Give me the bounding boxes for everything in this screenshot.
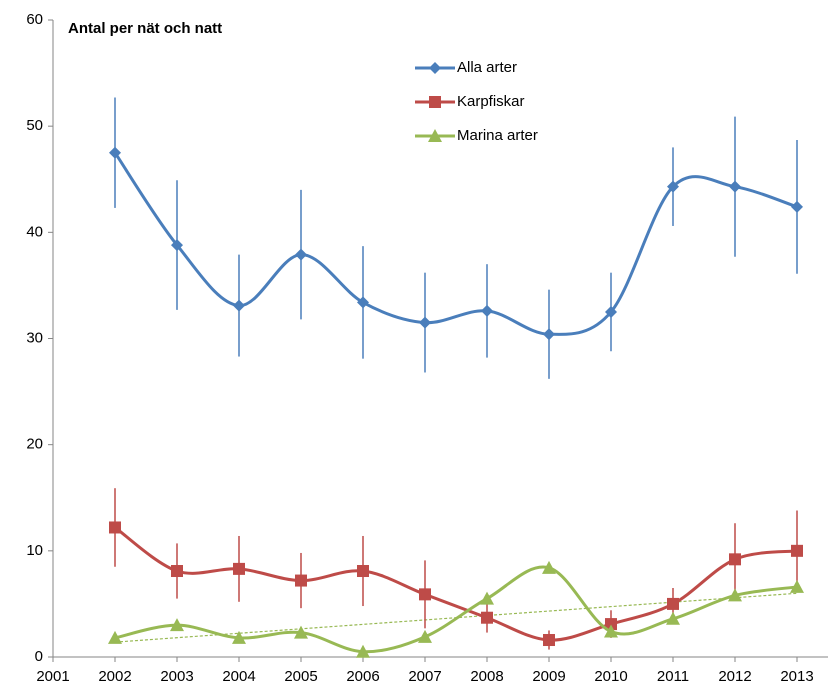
- legend-marker: [428, 129, 442, 142]
- data-point: [171, 239, 183, 252]
- x-tick-label: 2012: [718, 668, 751, 685]
- data-point: [481, 304, 493, 317]
- y-tick-label: 40: [26, 223, 43, 240]
- x-tick-label: 2009: [532, 668, 565, 685]
- y-tick-label: 0: [35, 648, 43, 665]
- data-point: [481, 611, 493, 624]
- data-point: [171, 565, 183, 578]
- x-tick-label: 2008: [470, 668, 503, 685]
- data-point: [295, 574, 307, 587]
- series-line: [114, 565, 798, 654]
- legend-label: Marina arter: [457, 127, 538, 144]
- x-tick-label: 2013: [780, 668, 813, 685]
- data-point: [170, 618, 184, 632]
- data-point: [295, 248, 307, 261]
- data-point: [605, 305, 617, 318]
- x-tick-label: 2001: [36, 668, 69, 685]
- y-tick-label: 20: [26, 436, 43, 453]
- x-tick-label: 2002: [98, 668, 131, 685]
- data-point: [667, 180, 679, 193]
- data-point: [729, 553, 741, 566]
- x-tick-label: 2010: [594, 668, 627, 685]
- x-tick-label: 2007: [408, 668, 441, 685]
- data-point: [357, 565, 369, 578]
- y-axis-label: Antal per nät och natt: [68, 20, 223, 37]
- data-point: [233, 562, 245, 575]
- data-point: [728, 588, 742, 602]
- data-point: [356, 644, 370, 658]
- data-point: [667, 597, 679, 610]
- y-tick-label: 50: [26, 117, 43, 134]
- data-point: [109, 146, 121, 159]
- legend-marker: [429, 96, 441, 108]
- data-point: [604, 624, 618, 638]
- y-tick-label: 10: [26, 542, 43, 559]
- legend-label: Alla arter: [457, 59, 517, 76]
- legend-marker: [429, 62, 441, 74]
- x-tick-label: 2004: [222, 668, 255, 685]
- data-point: [419, 588, 431, 601]
- series-line: [113, 151, 798, 336]
- data-point: [791, 544, 803, 557]
- x-tick-label: 2003: [160, 668, 193, 685]
- series-line: [114, 526, 798, 642]
- data-point: [666, 611, 680, 625]
- data-point: [790, 579, 804, 593]
- data-point: [418, 629, 432, 643]
- data-point: [108, 630, 122, 644]
- data-point: [542, 560, 556, 574]
- x-tick-label: 2011: [657, 668, 689, 685]
- data-point: [543, 634, 555, 647]
- x-tick-label: 2006: [346, 668, 379, 685]
- data-point: [419, 316, 431, 329]
- data-point: [543, 328, 555, 341]
- x-tick-label: 2005: [284, 668, 317, 685]
- data-point: [233, 299, 245, 312]
- data-point: [294, 625, 308, 639]
- data-point: [605, 618, 617, 631]
- data-point: [480, 591, 494, 605]
- y-tick-label: 30: [26, 329, 43, 346]
- data-point: [109, 521, 121, 534]
- data-point: [232, 630, 246, 644]
- data-point: [357, 296, 369, 309]
- legend-label: Karpfiskar: [457, 93, 525, 110]
- data-point: [729, 180, 741, 193]
- y-tick-label: 60: [26, 11, 43, 28]
- data-point: [791, 200, 803, 213]
